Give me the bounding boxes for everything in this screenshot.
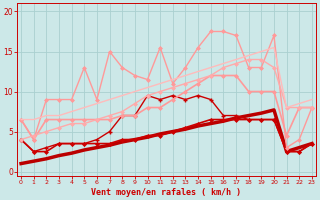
X-axis label: Vent moyen/en rafales ( km/h ): Vent moyen/en rafales ( km/h ) — [92, 188, 242, 197]
